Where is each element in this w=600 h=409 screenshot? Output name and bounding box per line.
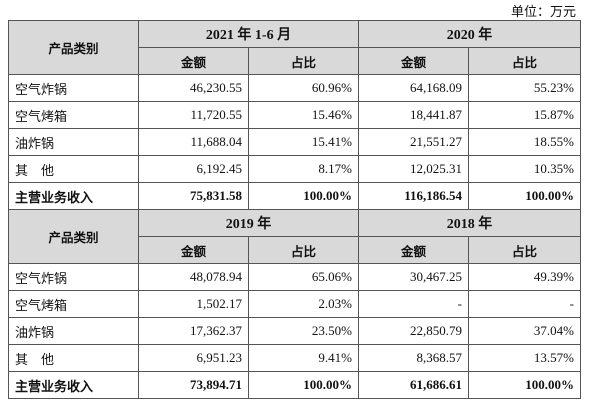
table-body: 产品类别 2021 年 1-6 月 2020 年金额 占比 金额 占比 空气炸锅 46,230… bbox=[8, 20, 582, 399]
category-cell: 空气烤箱 bbox=[8, 101, 139, 129]
value-cell: 13.57% bbox=[468, 344, 582, 372]
category-cell: 主营业务收入 bbox=[8, 182, 139, 210]
header-row: 金额 占比 金额 占比 bbox=[9, 236, 582, 264]
category-header: 产品类别 bbox=[8, 20, 139, 75]
value-cell: 8.17% bbox=[247, 155, 360, 183]
value-cell: 17,362.37 bbox=[138, 317, 249, 345]
value-cell: 100.00% bbox=[247, 182, 360, 210]
value-cell: 116,186.54 bbox=[358, 182, 470, 210]
period-header: 2021 年 1-6 月 bbox=[137, 20, 360, 48]
value-cell: 75,831.58 bbox=[138, 182, 249, 210]
revenue-table: 产品类别 2021 年 1-6 月 2020 年金额 占比 金额 占比 空气炸锅 46,230… bbox=[8, 20, 582, 399]
data-row: 油炸锅 11,688.04 15.41% 21,551.27 18.55% bbox=[8, 128, 582, 156]
value-cell: 15.87% bbox=[468, 101, 582, 129]
value-cell: 9.41% bbox=[247, 344, 360, 372]
data-row: 主营业务收入 75,831.58 100.00% 116,186.54 100.00% bbox=[8, 182, 582, 210]
category-cell: 主营业务收入 bbox=[8, 371, 139, 399]
column-header: 占比 bbox=[468, 47, 582, 75]
column-header: 金额 bbox=[358, 47, 470, 75]
value-cell: 21,551.27 bbox=[358, 128, 470, 156]
data-row: 空气烤箱 1,502.17 2.03% - - bbox=[8, 290, 582, 318]
header-row: 产品类别 2019 年 2018 年 bbox=[8, 209, 582, 264]
value-cell: 100.00% bbox=[468, 182, 582, 210]
value-cell: 10.35% bbox=[468, 155, 582, 183]
data-row: 主营业务收入 73,894.71 100.00% 61,686.61 100.00% bbox=[8, 371, 582, 399]
value-cell: - bbox=[358, 290, 470, 318]
category-cell: 油炸锅 bbox=[8, 128, 139, 156]
value-cell: 15.46% bbox=[247, 101, 360, 129]
value-cell: 11,688.04 bbox=[138, 128, 249, 156]
value-cell: 12,025.31 bbox=[358, 155, 470, 183]
category-cell: 油炸锅 bbox=[8, 317, 139, 345]
category-cell: 空气炸锅 bbox=[8, 263, 139, 291]
value-cell: 15.41% bbox=[247, 128, 360, 156]
value-cell: 8,368.57 bbox=[358, 344, 470, 372]
value-cell: 49.39% bbox=[468, 263, 582, 291]
value-cell: 65.06% bbox=[247, 263, 360, 291]
column-header: 占比 bbox=[468, 236, 582, 264]
value-cell: 64,168.09 bbox=[358, 74, 470, 102]
value-cell: 37.04% bbox=[468, 317, 582, 345]
value-cell: 18.55% bbox=[468, 128, 582, 156]
value-cell: 60.96% bbox=[247, 74, 360, 102]
unit-label: 单位：万元 bbox=[510, 5, 576, 20]
data-row: 其 他 6,192.45 8.17% 12,025.31 10.35% bbox=[8, 155, 582, 183]
value-cell: 2.03% bbox=[247, 290, 360, 318]
value-cell: 100.00% bbox=[468, 371, 582, 399]
value-cell: - bbox=[468, 290, 582, 318]
column-header: 金额 bbox=[138, 236, 249, 264]
value-cell: 11,720.55 bbox=[138, 101, 249, 129]
column-header: 占比 bbox=[247, 47, 360, 75]
category-cell: 空气烤箱 bbox=[8, 290, 139, 318]
data-row: 空气炸锅 48,078.94 65.06% 30,467.25 49.39% bbox=[8, 263, 582, 291]
column-header: 金额 bbox=[138, 47, 249, 75]
column-header: 占比 bbox=[247, 236, 360, 264]
category-header: 产品类别 bbox=[8, 209, 139, 264]
value-cell: 6,951.23 bbox=[138, 344, 249, 372]
category-cell: 其 他 bbox=[8, 155, 139, 183]
column-header: 金额 bbox=[358, 236, 470, 264]
header-row: 产品类别 2021 年 1-6 月 2020 年 bbox=[8, 20, 582, 75]
period-header: 2018 年 bbox=[358, 209, 582, 237]
category-cell: 其 他 bbox=[8, 344, 139, 372]
period-header: 2020 年 bbox=[358, 20, 582, 48]
value-cell: 61,686.61 bbox=[358, 371, 470, 399]
value-cell: 73,894.71 bbox=[138, 371, 249, 399]
value-cell: 100.00% bbox=[247, 371, 360, 399]
value-cell: 23.50% bbox=[247, 317, 360, 345]
data-row: 其 他 6,951.23 9.41% 8,368.57 13.57% bbox=[8, 344, 582, 372]
data-row: 空气烤箱 11,720.55 15.46% 18,441.87 15.87% bbox=[8, 101, 582, 129]
value-cell: 6,192.45 bbox=[138, 155, 249, 183]
value-cell: 55.23% bbox=[468, 74, 582, 102]
header-row: 金额 占比 金额 占比 bbox=[9, 47, 582, 75]
data-row: 空气炸锅 46,230.55 60.96% 64,168.09 55.23% bbox=[8, 74, 582, 102]
value-cell: 46,230.55 bbox=[138, 74, 249, 102]
category-cell: 空气炸锅 bbox=[8, 74, 139, 102]
value-cell: 1,502.17 bbox=[138, 290, 249, 318]
value-cell: 48,078.94 bbox=[138, 263, 249, 291]
value-cell: 22,850.79 bbox=[358, 317, 470, 345]
value-cell: 30,467.25 bbox=[358, 263, 470, 291]
period-header: 2019 年 bbox=[137, 209, 360, 237]
data-row: 油炸锅 17,362.37 23.50% 22,850.79 37.04% bbox=[8, 317, 582, 345]
value-cell: 18,441.87 bbox=[358, 101, 470, 129]
